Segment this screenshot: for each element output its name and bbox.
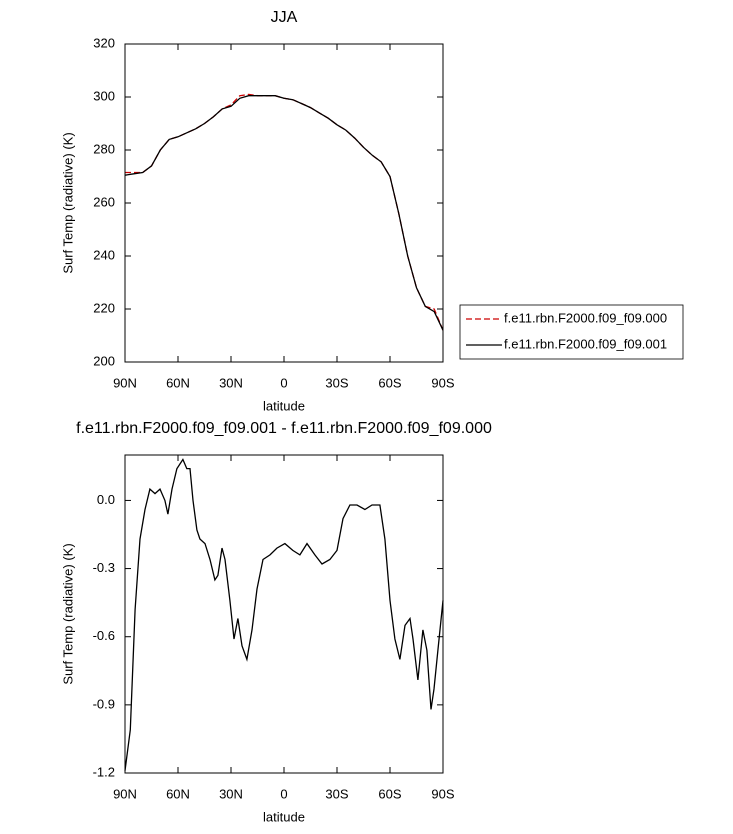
plot-frame: [124, 43, 444, 363]
y-tick-label: 320: [93, 35, 115, 50]
chart-title: f.e11.rbn.F2000.f09_f09.001 - f.e11.rbn.…: [76, 420, 492, 437]
y-tick-label: 220: [93, 300, 115, 315]
x-tick-label: 0: [280, 786, 287, 801]
x-tick-label: 30N: [219, 375, 243, 390]
y-axis-label: Surf Temp (radiative) (K): [60, 543, 75, 684]
x-tick-label: 0: [280, 375, 287, 390]
x-tick-label: 90S: [431, 375, 454, 390]
x-tick-label: 90N: [113, 786, 137, 801]
y-tick-label: -0.9: [93, 696, 115, 711]
y-tick-label: -0.3: [93, 560, 115, 575]
x-tick-label: 30N: [219, 786, 243, 801]
x-tick-label: 30S: [325, 786, 348, 801]
y-axis-label: Surf Temp (radiative) (K): [60, 132, 75, 273]
data-line: [124, 95, 444, 331]
x-tick-label: 60S: [378, 786, 401, 801]
x-tick-label: 60N: [166, 786, 190, 801]
x-axis-label: latitude: [263, 809, 305, 824]
y-tick-label: 260: [93, 194, 115, 209]
x-tick-label: 30S: [325, 375, 348, 390]
y-tick-label: 240: [93, 247, 115, 262]
y-tick-label: 0.0: [97, 492, 115, 507]
y-tick-label: 300: [93, 88, 115, 103]
legend-label: f.e11.rbn.F2000.f09_f09.000: [504, 310, 667, 325]
x-tick-label: 60N: [166, 375, 190, 390]
y-tick-label: 280: [93, 141, 115, 156]
y-tick-label: -1.2: [93, 764, 115, 779]
x-tick-label: 90N: [113, 375, 137, 390]
plot-frame: [124, 454, 444, 774]
data-line: [124, 458, 444, 771]
x-axis-label: latitude: [263, 398, 305, 413]
x-tick-label: 60S: [378, 375, 401, 390]
y-tick-label: 200: [93, 353, 115, 368]
legend-label: f.e11.rbn.F2000.f09_f09.001: [504, 336, 667, 351]
data-line: [125, 93, 444, 331]
x-tick-label: 90S: [431, 786, 454, 801]
chart-title: JJA: [271, 9, 298, 26]
y-tick-label: -0.6: [93, 628, 115, 643]
legend-box: [459, 304, 684, 360]
